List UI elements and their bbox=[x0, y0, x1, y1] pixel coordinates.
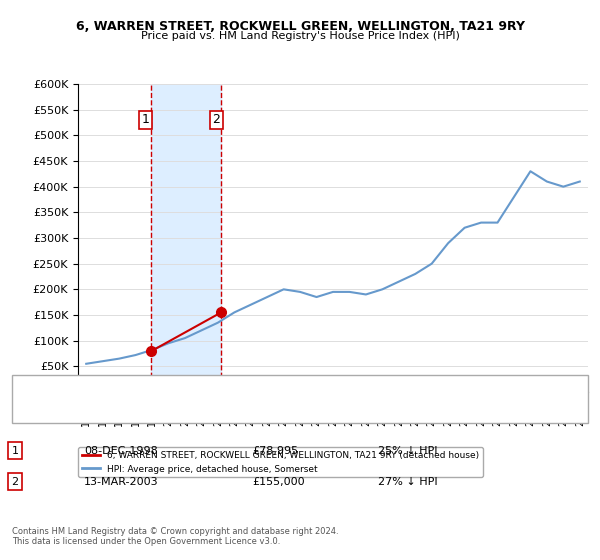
Text: HPI: Average price, detached house, Somerset: HPI: Average price, detached house, Some… bbox=[30, 407, 251, 416]
Text: 13-MAR-2003: 13-MAR-2003 bbox=[84, 477, 158, 487]
Text: 2: 2 bbox=[11, 477, 19, 487]
Text: 1: 1 bbox=[11, 446, 19, 456]
Text: 2: 2 bbox=[212, 114, 220, 127]
Text: Contains HM Land Registry data © Crown copyright and database right 2024.
This d: Contains HM Land Registry data © Crown c… bbox=[12, 526, 338, 546]
Bar bbox=[151, 84, 221, 392]
Text: 1: 1 bbox=[142, 114, 150, 127]
Text: £78,995: £78,995 bbox=[252, 446, 298, 456]
Text: 6, WARREN STREET, ROCKWELL GREEN, WELLINGTON, TA21 9RY (detached house): 6, WARREN STREET, ROCKWELL GREEN, WELLIN… bbox=[30, 385, 422, 394]
Text: 27% ↓ HPI: 27% ↓ HPI bbox=[378, 477, 437, 487]
Legend: 6, WARREN STREET, ROCKWELL GREEN, WELLINGTON, TA21 9RY (detached house), HPI: Av: 6, WARREN STREET, ROCKWELL GREEN, WELLIN… bbox=[78, 447, 482, 477]
Text: 08-DEC-1998: 08-DEC-1998 bbox=[84, 446, 158, 456]
Text: Price paid vs. HM Land Registry's House Price Index (HPI): Price paid vs. HM Land Registry's House … bbox=[140, 31, 460, 41]
Text: 6, WARREN STREET, ROCKWELL GREEN, WELLINGTON, TA21 9RY: 6, WARREN STREET, ROCKWELL GREEN, WELLIN… bbox=[76, 20, 524, 32]
Text: 25% ↓ HPI: 25% ↓ HPI bbox=[378, 446, 437, 456]
Text: £155,000: £155,000 bbox=[252, 477, 305, 487]
